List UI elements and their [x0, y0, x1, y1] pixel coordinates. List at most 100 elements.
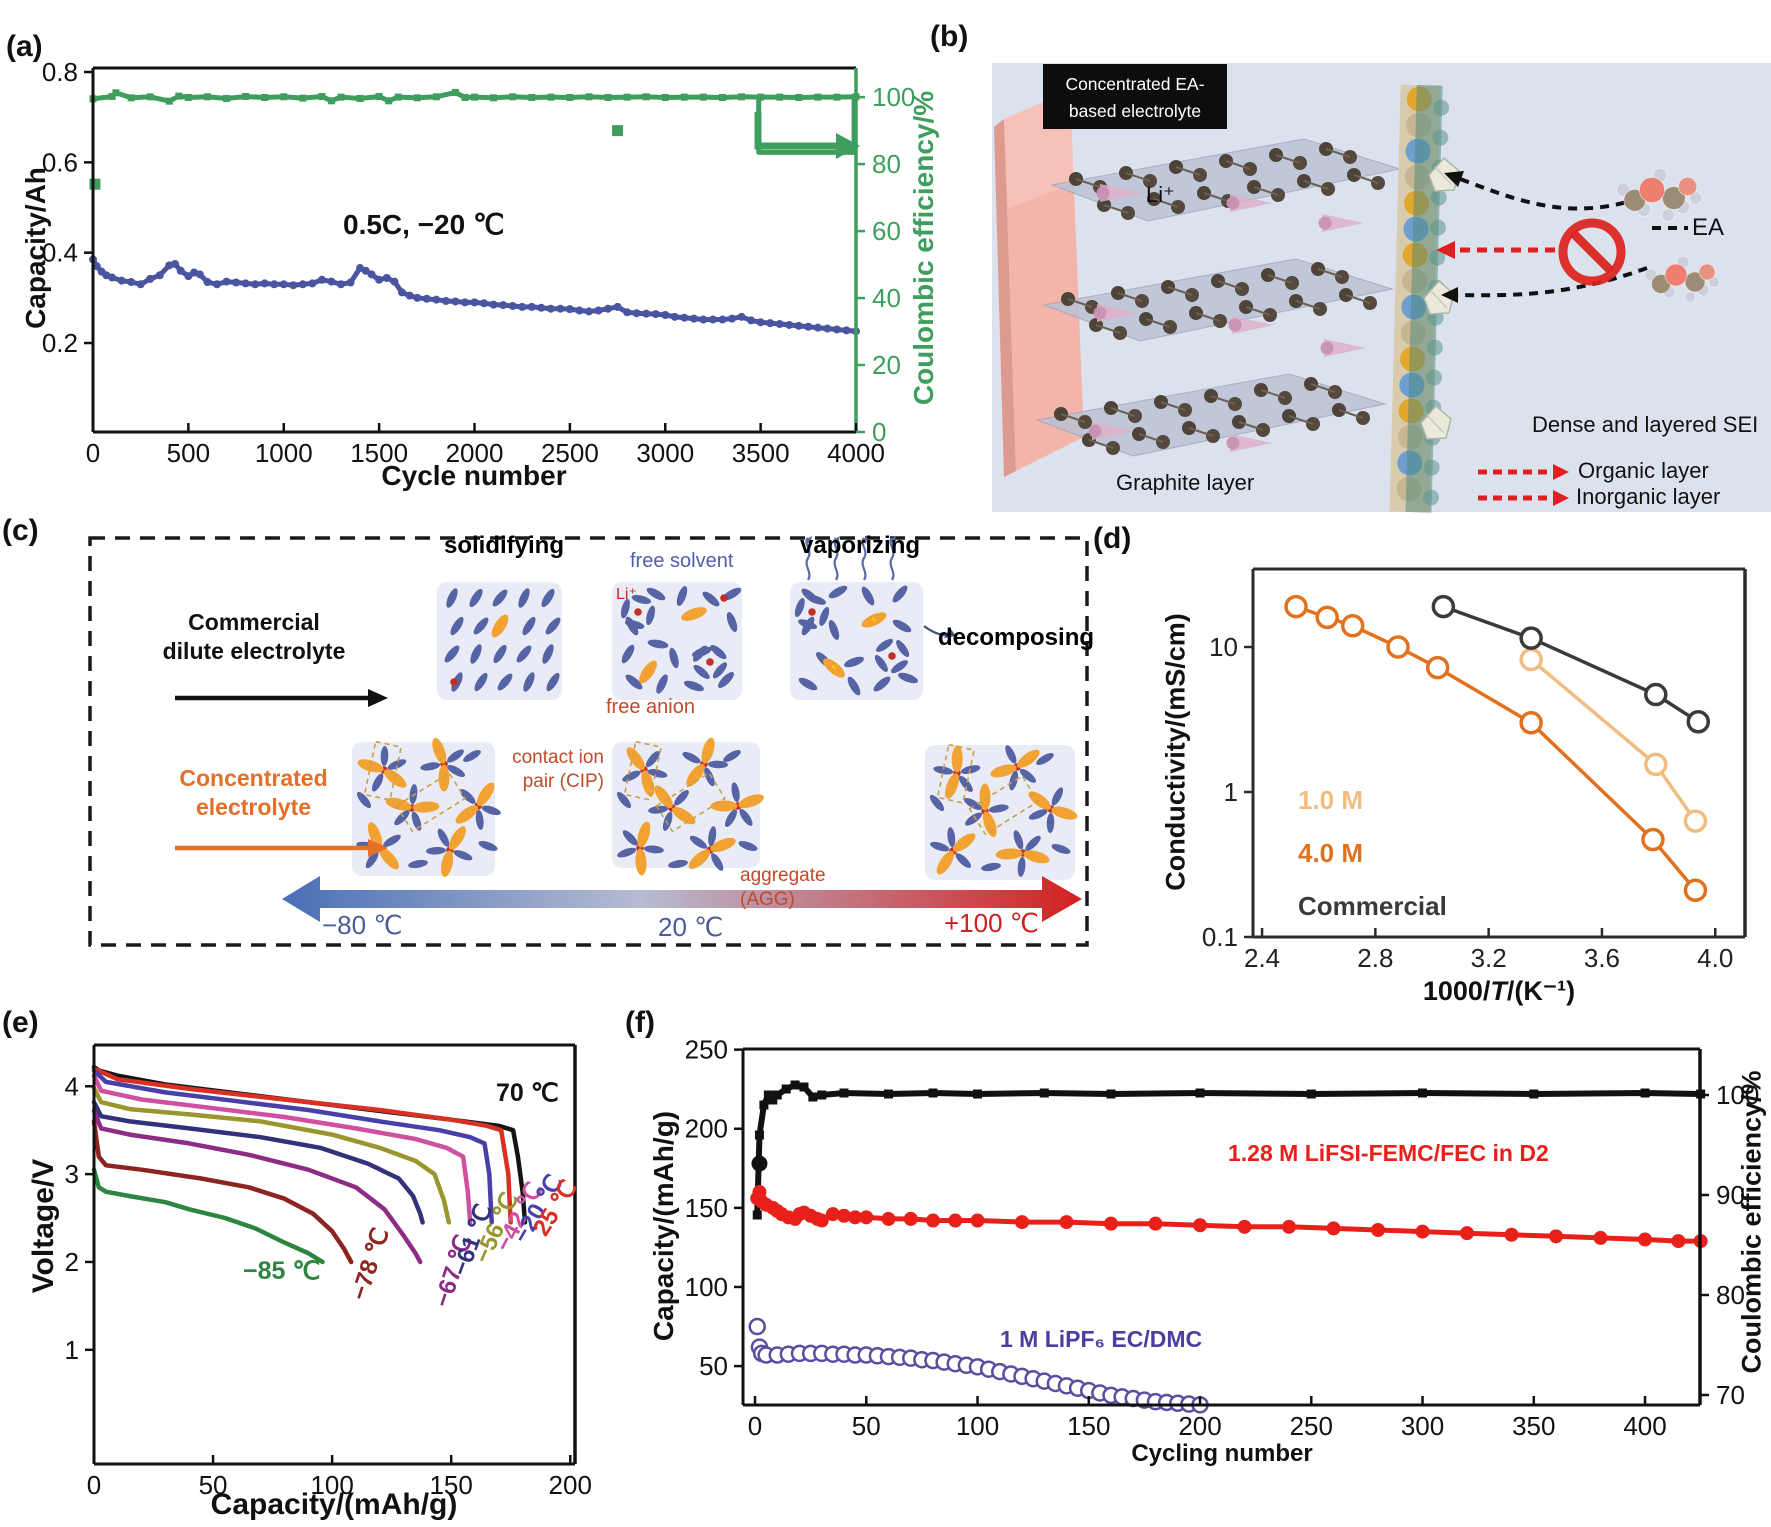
svg-text:1: 1 — [1224, 777, 1238, 807]
series-efficiency-outliers — [89, 125, 624, 190]
concentrated-line1: Concentrated — [179, 765, 328, 791]
svg-text:80: 80 — [1716, 1280, 1745, 1310]
svg-text:40: 40 — [872, 283, 901, 313]
panel-label-a: (a) — [6, 30, 43, 63]
svg-text:10: 10 — [1209, 632, 1238, 662]
li-ion-cone — [1230, 434, 1272, 452]
no-entry-icon — [1558, 218, 1626, 286]
series--20- — [91, 1068, 494, 1225]
chart-e: 0 50 100 150 200 1 2 3 4 — [65, 1043, 592, 1500]
vapor-squiggle — [889, 537, 895, 581]
electrolyte-title-line2: based electrolyte — [1068, 101, 1202, 122]
ea-block-arrow-1 — [1459, 177, 1641, 211]
svg-text:50: 50 — [199, 1470, 228, 1500]
vapor-squiggle — [833, 537, 839, 581]
panel-label-f: (f) — [625, 1006, 655, 1039]
svg-text:1000: 1000 — [255, 438, 313, 468]
svg-text:0.4: 0.4 — [42, 238, 78, 268]
vapor-squiggle — [805, 537, 811, 581]
svg-text:200: 200 — [1178, 1411, 1221, 1441]
svg-text:80: 80 — [872, 149, 901, 179]
series-25- — [91, 1066, 513, 1225]
organic-layer-label: Organic layer — [1578, 458, 1709, 483]
svg-text:4000: 4000 — [827, 438, 885, 468]
slab-edge — [994, 119, 1016, 477]
temp-cold-label: −80 ℃ — [322, 910, 403, 940]
axis-title-ce-f: Coulombic efficiency/% — [1736, 1070, 1767, 1374]
annotation-70-: 70 ℃ — [496, 1079, 559, 1107]
chart-d: 2.4 2.8 3.2 3.6 4.0 0.1 1 10 — [1202, 567, 1747, 973]
series--61- — [91, 1099, 425, 1225]
svg-text:1: 1 — [65, 1335, 79, 1365]
graphite-layer-label: Graphite layer — [1116, 470, 1255, 495]
svg-text:20: 20 — [872, 350, 901, 380]
svg-text:0.2: 0.2 — [42, 328, 78, 358]
annotation-commercial: Commercial — [1298, 891, 1447, 921]
ce-axis-arrow — [754, 112, 836, 150]
svg-text:0.6: 0.6 — [42, 147, 78, 177]
svg-text:3000: 3000 — [636, 438, 694, 468]
solidifying-label: solidifying — [444, 532, 564, 559]
svg-text:2: 2 — [65, 1247, 79, 1277]
axis-title-voltage: Voltage/V — [27, 1158, 60, 1294]
series--78- — [91, 1119, 354, 1265]
graphite-sheet — [1035, 373, 1387, 457]
temperature-gradient-arrow — [282, 876, 1082, 922]
vaporizing-label: vaporizing — [800, 532, 921, 559]
svg-text:50: 50 — [852, 1411, 881, 1441]
series-coulombic-efficiency — [89, 88, 860, 105]
svg-text:90: 90 — [1716, 1180, 1745, 1210]
temp-hot-label: +100 ℃ — [944, 908, 1039, 938]
ea-label: EA — [1692, 214, 1725, 241]
axis-title-inverse-temperature: 1000/T/(K⁻¹) — [1423, 976, 1575, 1007]
series--56- — [91, 1085, 452, 1225]
svg-text:100: 100 — [685, 1272, 728, 1302]
panel-label-c: (c) — [2, 514, 39, 547]
concentrated-line2: electrolyte — [195, 793, 312, 820]
svg-text:150: 150 — [1067, 1411, 1110, 1441]
svg-text:0: 0 — [86, 438, 100, 468]
series--67- — [91, 1108, 423, 1265]
svg-text:0.1: 0.1 — [1202, 922, 1238, 952]
li-ion-cone — [1232, 316, 1274, 334]
commercial-line2: dilute electrolyte — [162, 637, 346, 664]
svg-text:70: 70 — [1716, 1380, 1745, 1410]
vapor-squiggle — [861, 537, 867, 581]
panel-label-e: (e) — [2, 1006, 39, 1039]
svg-text:100: 100 — [310, 1470, 353, 1500]
svg-text:3500: 3500 — [732, 438, 790, 468]
svg-text:350: 350 — [1512, 1411, 1555, 1441]
li-ion-label-c: Li⁺ — [616, 586, 637, 603]
chart-f: 0 50 100 150 200 250 300 350 400 50 100 150 200 250 70… — [685, 1035, 1760, 1441]
agg-line2: (AGG) — [740, 888, 795, 910]
axis-title-ce-a: Coulombic efficiency/% — [908, 90, 939, 406]
svg-text:0: 0 — [87, 1470, 101, 1500]
svg-text:500: 500 — [167, 438, 210, 468]
svg-text:60: 60 — [872, 216, 901, 246]
ea-molecule — [1615, 167, 1703, 223]
xlabel-part1: 1000/ — [1422, 976, 1491, 1006]
svg-text:0.8: 0.8 — [42, 57, 78, 87]
svg-text:150: 150 — [429, 1470, 472, 1500]
svg-text:1500: 1500 — [350, 438, 408, 468]
svg-text:2.8: 2.8 — [1357, 943, 1393, 973]
series--42- — [91, 1073, 473, 1225]
svg-text:100: 100 — [1716, 1080, 1759, 1110]
svg-text:150: 150 — [685, 1193, 728, 1223]
temp-mid-label: 20 ℃ — [658, 912, 724, 942]
series-1-28-m-lifsi-femc-fec-in-d2 — [750, 1185, 1708, 1249]
panel-label-d: (d) — [1093, 522, 1132, 555]
svg-text:200: 200 — [685, 1114, 728, 1144]
sei-label: Dense and layered SEI — [1532, 412, 1759, 437]
annotation-1-28-m-lifsi-femc-fec-in-d2: 1.28 M LiFSI-FEMC/FEC in D2 — [1228, 1140, 1549, 1166]
svg-text:0: 0 — [748, 1411, 762, 1441]
concentrated-electrolyte-label: Concentrated electrolyte — [146, 764, 361, 822]
electrolyte-title-box: Concentrated EA- based electrolyte — [1043, 64, 1227, 129]
svg-text:100: 100 — [872, 82, 915, 112]
svg-text:250: 250 — [1290, 1411, 1333, 1441]
agg-line1: aggregate — [740, 865, 826, 886]
axis-title-capacity-e: Capacity/(mAh/g) — [210, 1488, 458, 1521]
cip-line2: pair (CIP) — [522, 770, 604, 792]
